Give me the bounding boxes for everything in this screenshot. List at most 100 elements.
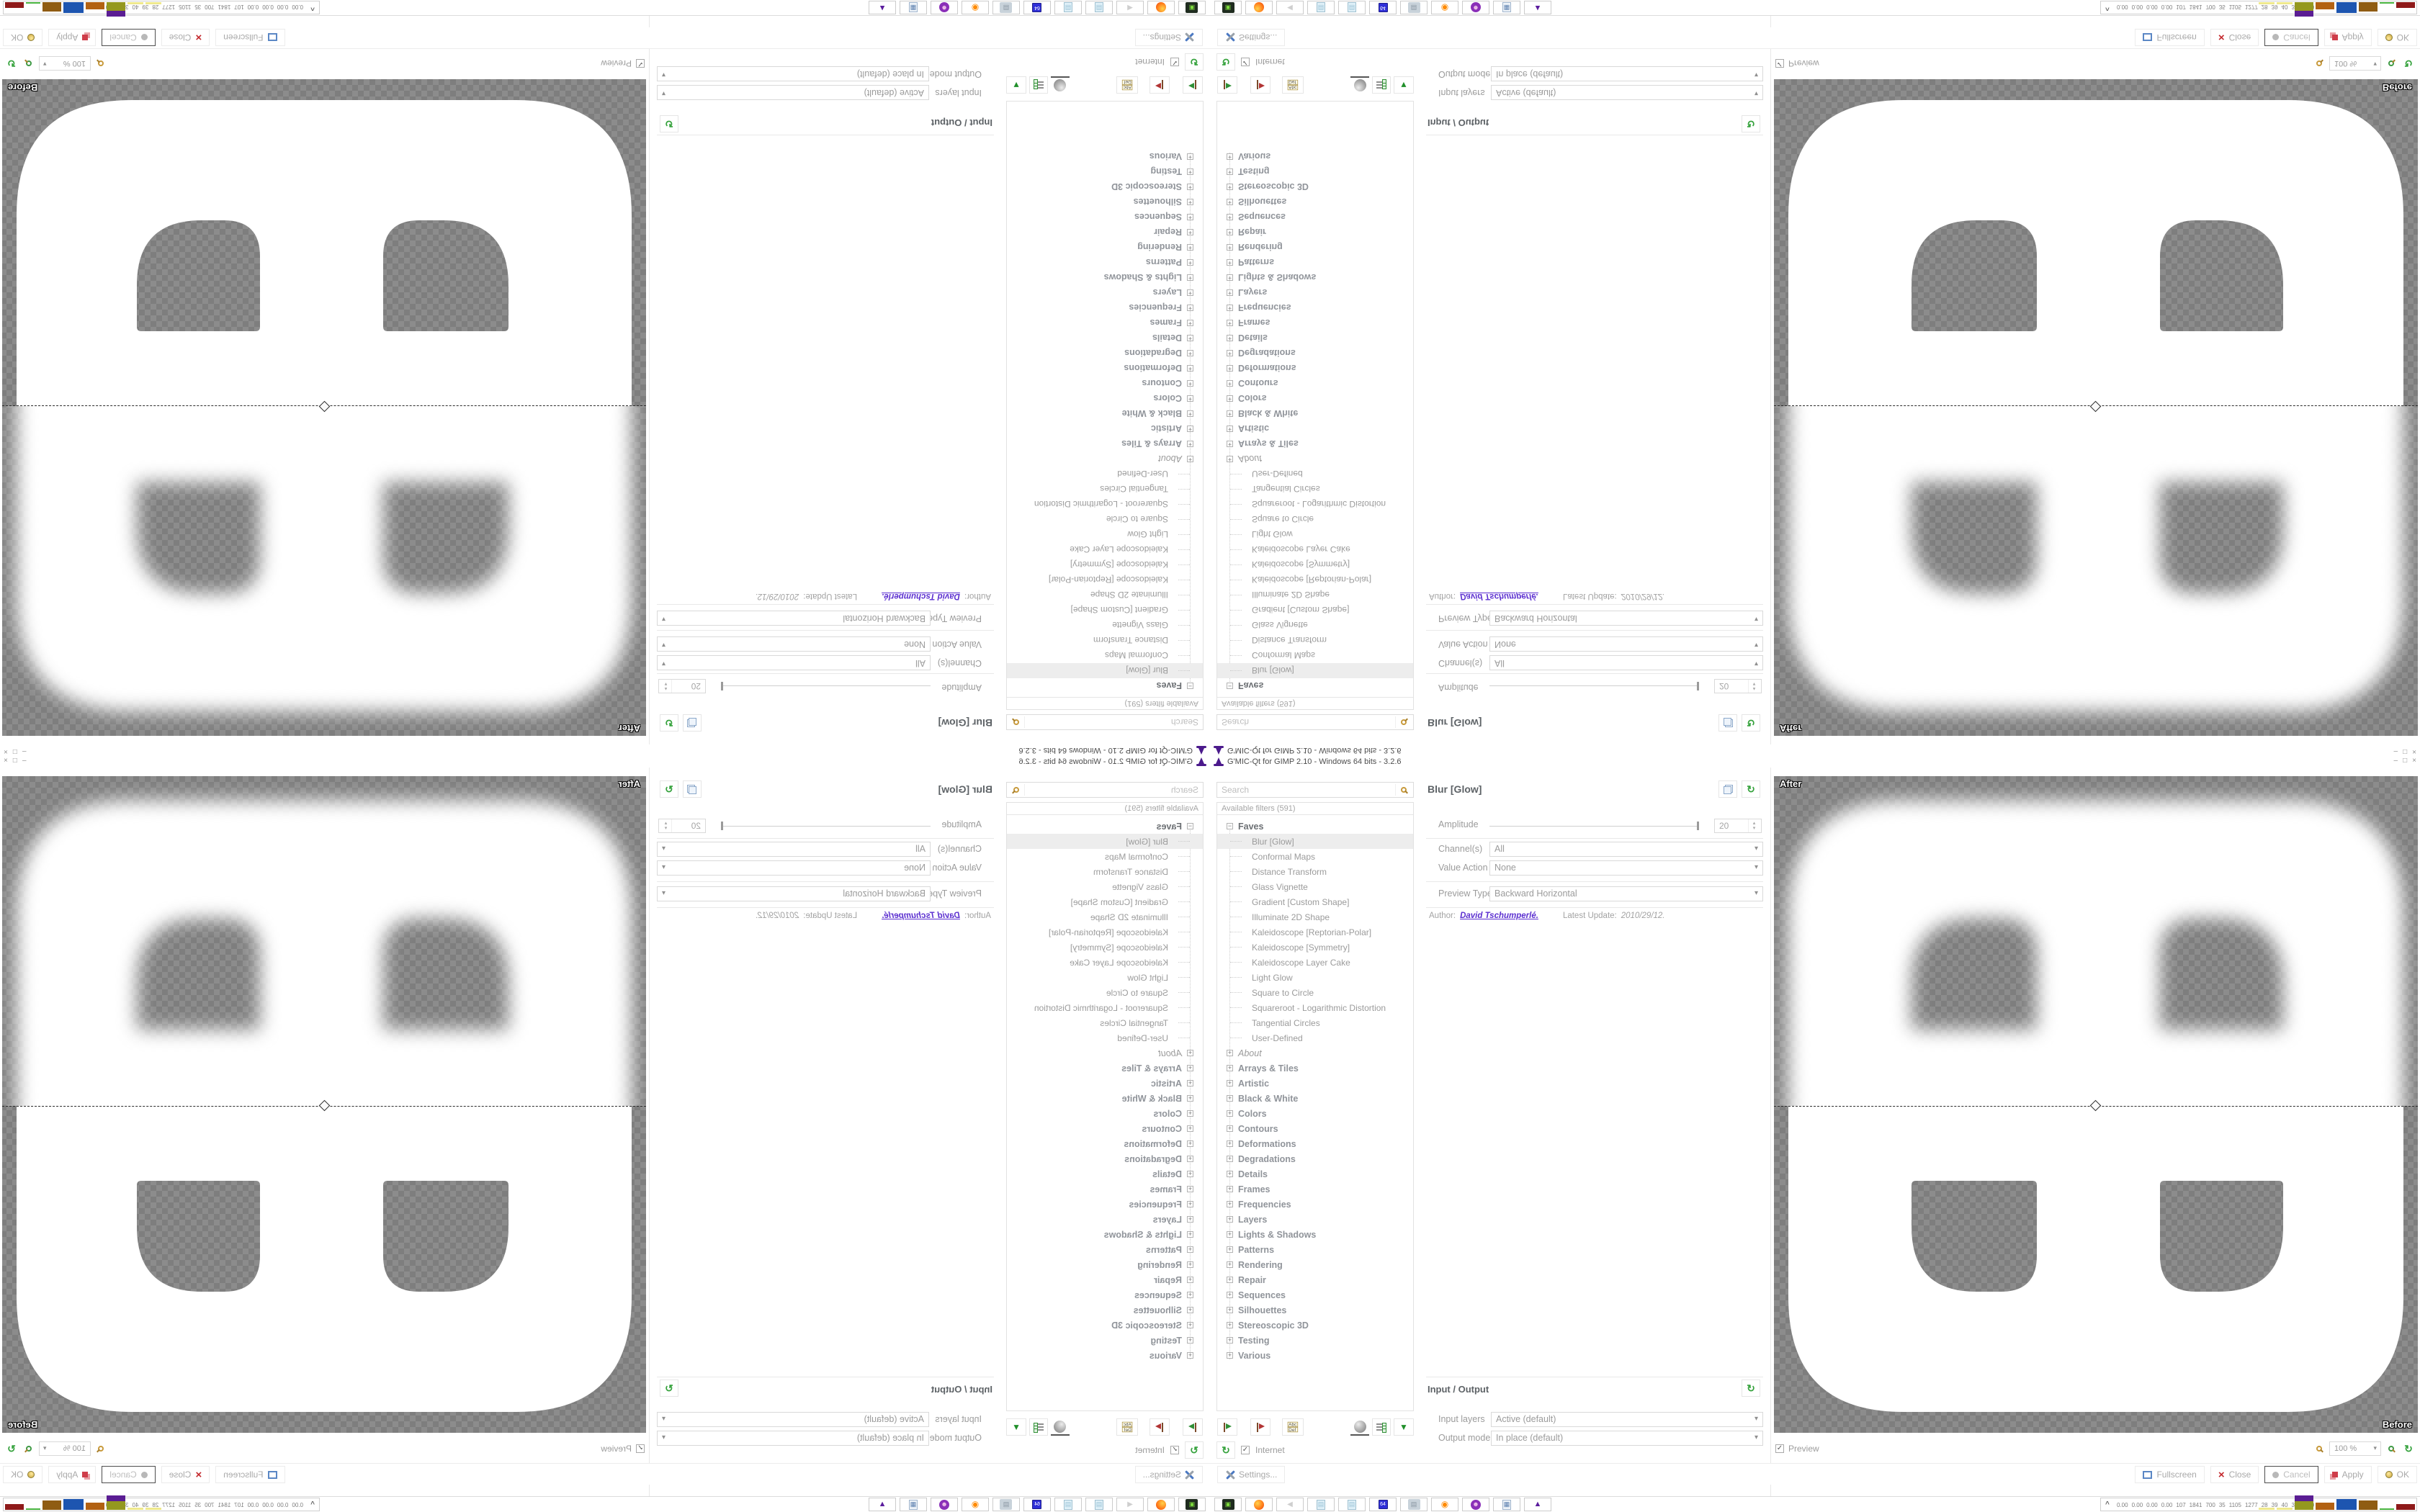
- taskbar-icon[interactable]: ◀: [1276, 1, 1304, 14]
- filter-item[interactable]: Square to Circle: [1217, 512, 1413, 527]
- filter-item[interactable]: Squareroot - Logarithmic Distortion: [1007, 1000, 1203, 1015]
- expand-icon[interactable]: +: [1187, 1185, 1193, 1192]
- channels-select[interactable]: All ▾: [1489, 655, 1763, 670]
- filter-category[interactable]: + Rendering: [1227, 1259, 1283, 1270]
- expand-icon[interactable]: +: [1227, 395, 1233, 402]
- expand-icon[interactable]: +: [1227, 320, 1233, 327]
- filter-category[interactable]: + Artistic: [1150, 1078, 1193, 1089]
- expand-icon[interactable]: +: [1227, 259, 1233, 266]
- filter-item[interactable]: Glass Vignette: [1007, 879, 1203, 894]
- taskbar-icon[interactable]: ☻: [931, 1498, 958, 1511]
- amplitude-slider-handle[interactable]: [1697, 682, 1699, 690]
- expand-icon[interactable]: +: [1227, 244, 1233, 251]
- filter-item[interactable]: Illuminate 2D Shape: [1007, 909, 1203, 924]
- taskbar-icon[interactable]: ▦: [1493, 1498, 1520, 1511]
- remove-fave-button[interactable]: [1150, 76, 1170, 94]
- fullscreen-button[interactable]: Fullscreen: [2135, 29, 2205, 46]
- preview-image[interactable]: After Before: [2, 79, 646, 736]
- filter-category[interactable]: + Repair: [1154, 227, 1193, 238]
- filter-item[interactable]: Distance Transform: [1217, 864, 1413, 879]
- filter-category[interactable]: + Patterns: [1227, 1244, 1275, 1255]
- remove-fave-button[interactable]: [1250, 1418, 1270, 1436]
- close-button[interactable]: × Close: [2210, 29, 2259, 46]
- zoom-in-button[interactable]: [22, 1441, 36, 1456]
- filter-item[interactable]: Illuminate 2D Shape: [1007, 588, 1203, 603]
- zoom-in-button[interactable]: [22, 56, 36, 71]
- expand-icon[interactable]: +: [1187, 426, 1193, 433]
- close-window-button[interactable]: ×: [4, 747, 8, 755]
- ok-button[interactable]: OK: [2377, 29, 2417, 46]
- io-reset-button[interactable]: ↻: [1742, 115, 1760, 132]
- taskbar-icon[interactable]: ▣: [1178, 1, 1206, 14]
- filter-category[interactable]: + Lights & Shadows: [1103, 272, 1193, 283]
- filter-category[interactable]: + About: [1158, 454, 1193, 464]
- filter-category[interactable]: + Arrays & Tiles: [1227, 438, 1299, 449]
- output-mode-select[interactable]: In place (default) ▾: [1491, 66, 1763, 81]
- expand-icon[interactable]: +: [1227, 214, 1233, 221]
- chevron-up-icon[interactable]: ^: [310, 1500, 315, 1508]
- taskbar-icon[interactable]: ▤: [1338, 1, 1366, 14]
- taskbar-icon[interactable]: ▤: [992, 1, 1020, 14]
- filter-category[interactable]: + Patterns: [1145, 1244, 1193, 1255]
- system-monitor-widget[interactable]: ^ 0.00 0.00 0.00 0.00 107 1841 700 35 1105 1277 28…: [2100, 1, 2417, 17]
- rename-fave-button[interactable]: Abc Def: [1116, 76, 1138, 94]
- chevron-up-icon[interactable]: ^: [2105, 4, 2110, 12]
- filter-item[interactable]: Kaleidoscope Layer Cake: [1007, 955, 1203, 970]
- filter-category[interactable]: + Colors: [1153, 393, 1193, 404]
- filter-item[interactable]: Square to Circle: [1007, 512, 1203, 527]
- filter-category[interactable]: + Stereoscopic 3D: [1227, 1320, 1309, 1331]
- expand-icon[interactable]: +: [1187, 380, 1193, 387]
- taskbar-icon[interactable]: ◀: [1116, 1, 1144, 14]
- fullscreen-button[interactable]: Fullscreen: [2135, 1466, 2205, 1483]
- taskbar-icon[interactable]: ▤: [1054, 1, 1082, 14]
- filter-category[interactable]: + Details: [1152, 1169, 1193, 1179]
- filter-item[interactable]: Distance Transform: [1007, 633, 1203, 648]
- filter-category[interactable]: + Contours: [1227, 1123, 1278, 1134]
- filter-category[interactable]: + Various: [1149, 151, 1193, 162]
- expand-icon[interactable]: +: [1187, 441, 1193, 448]
- filter-category[interactable]: + Various: [1227, 151, 1271, 162]
- copy-command-button[interactable]: [683, 780, 702, 798]
- value-action-select[interactable]: None ▾: [657, 636, 931, 652]
- restore-button[interactable]: □: [12, 747, 17, 755]
- filter-category[interactable]: + Artistic: [1227, 1078, 1270, 1089]
- filter-item[interactable]: User-Defined: [1217, 467, 1413, 482]
- theme-knob-button[interactable]: [1350, 76, 1369, 94]
- internet-checkbox[interactable]: ✓: [1170, 1446, 1179, 1454]
- zoom-level-select[interactable]: 100 % ▾: [39, 1441, 91, 1456]
- filter-category[interactable]: + Sequences: [1227, 1290, 1286, 1300]
- taskbar-icon[interactable]: 64: [1369, 1, 1397, 14]
- zoom-level-select[interactable]: 100 % ▾: [2329, 56, 2381, 71]
- taskbar-icon[interactable]: ☻: [1462, 1498, 1489, 1511]
- filter-category[interactable]: + Testing: [1150, 166, 1193, 177]
- minimize-button[interactable]: –: [22, 757, 27, 765]
- expand-icon[interactable]: +: [1227, 1230, 1233, 1238]
- system-monitor-widget[interactable]: ^ 0.00 0.00 0.00 0.00 107 1841 700 35 1105 1277 28…: [3, 1, 320, 17]
- filter-item[interactable]: Conformal Maps: [1007, 849, 1203, 864]
- expand-icon[interactable]: +: [1187, 305, 1193, 312]
- filter-category[interactable]: + Details: [1152, 333, 1193, 343]
- amplitude-slider[interactable]: [1489, 826, 1698, 827]
- cancel-button[interactable]: Cancel: [2264, 1466, 2318, 1483]
- filter-category[interactable]: + Deformations: [1124, 1138, 1193, 1149]
- taskbar-icon[interactable]: ◉: [962, 1498, 989, 1511]
- expand-icon[interactable]: +: [1227, 1336, 1233, 1344]
- zoom-in-button[interactable]: [2384, 56, 2398, 71]
- system-monitor-widget[interactable]: ^ 0.00 0.00 0.00 0.00 107 1841 700 35 1105 1277 28…: [2100, 1495, 2417, 1511]
- taskbar-icon[interactable]: ▤: [1338, 1498, 1366, 1511]
- amplitude-spinbox[interactable]: 20 ▴ ▾: [658, 679, 706, 693]
- zoom-out-button[interactable]: [94, 56, 108, 71]
- taskbar-icon[interactable]: ▦: [1493, 1, 1520, 14]
- filter-category[interactable]: + Patterns: [1145, 257, 1193, 268]
- expand-icon[interactable]: +: [1187, 1140, 1193, 1147]
- filter-category[interactable]: + Frequencies: [1227, 1199, 1291, 1210]
- expand-icon[interactable]: +: [1227, 274, 1233, 282]
- apply-button[interactable]: Apply: [2323, 29, 2372, 46]
- expand-icon[interactable]: +: [1227, 1321, 1233, 1328]
- filter-item[interactable]: User-Defined: [1007, 467, 1203, 482]
- taskbar-icon[interactable]: 64: [1023, 1, 1051, 14]
- amplitude-slider-handle[interactable]: [1697, 822, 1699, 830]
- theme-knob-button[interactable]: [1051, 76, 1070, 94]
- chevron-up-icon[interactable]: ^: [2105, 1500, 2110, 1508]
- filter-group-faves[interactable]: − Faves: [1156, 821, 1193, 832]
